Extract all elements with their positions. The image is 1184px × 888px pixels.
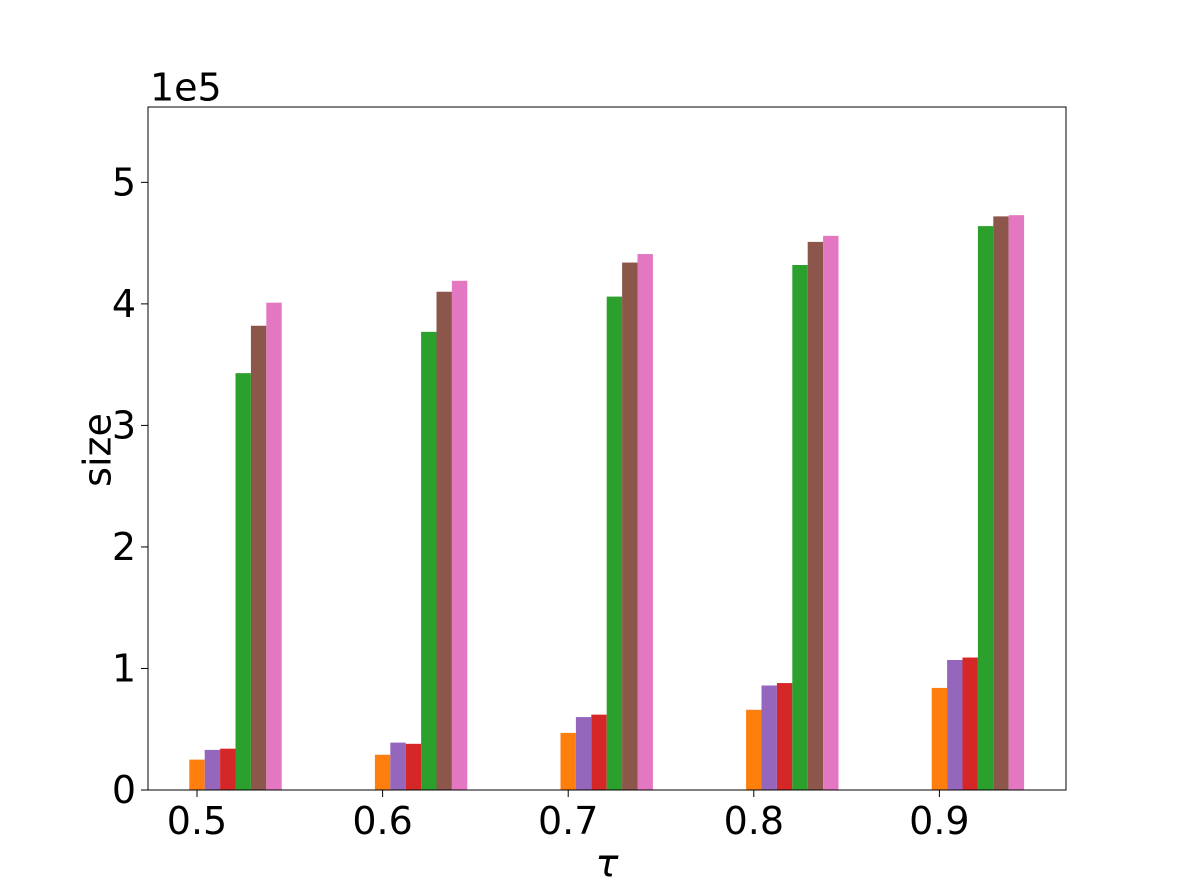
bar <box>807 241 824 791</box>
bar <box>189 759 205 790</box>
y-tick-label: 3 <box>112 403 136 447</box>
bar <box>220 748 236 790</box>
bar <box>962 657 978 790</box>
y-tick-label: 1 <box>112 646 136 690</box>
x-tick-label: 0.9 <box>909 799 969 843</box>
bar <box>1008 215 1025 790</box>
bar <box>931 687 948 790</box>
bar <box>947 659 963 790</box>
bar <box>776 683 793 790</box>
y-axis-label: size <box>76 413 120 487</box>
x-tick-label: 0.8 <box>724 799 784 843</box>
x-tick-label: 0.6 <box>352 799 412 843</box>
y-offset-label: 1e5 <box>150 66 222 110</box>
y-tick-label: 5 <box>112 160 136 204</box>
bar <box>761 685 777 790</box>
bar <box>993 216 1009 791</box>
bar <box>622 262 638 790</box>
bar <box>235 373 251 790</box>
bar <box>637 254 653 790</box>
x-tick-label: 0.5 <box>167 799 227 843</box>
bar <box>823 235 839 790</box>
bar <box>792 264 808 790</box>
bar <box>390 742 406 790</box>
bar <box>606 296 623 790</box>
bar <box>250 325 267 790</box>
bar <box>560 732 576 790</box>
bar <box>746 709 762 790</box>
bar <box>575 717 592 790</box>
x-axis-label: τ <box>596 842 620 886</box>
bar <box>421 331 437 790</box>
bar <box>374 754 391 790</box>
y-tick-label: 2 <box>112 525 136 569</box>
x-tick-label: 0.7 <box>538 799 598 843</box>
y-tick-label: 4 <box>112 282 136 326</box>
y-tick-label: 0 <box>112 768 136 812</box>
bar <box>204 749 221 790</box>
bar <box>591 714 607 790</box>
bar <box>436 291 452 790</box>
bar <box>451 280 468 790</box>
bar <box>405 743 422 790</box>
bar <box>977 226 994 791</box>
bar <box>266 302 282 790</box>
plot-frame <box>147 106 1067 791</box>
